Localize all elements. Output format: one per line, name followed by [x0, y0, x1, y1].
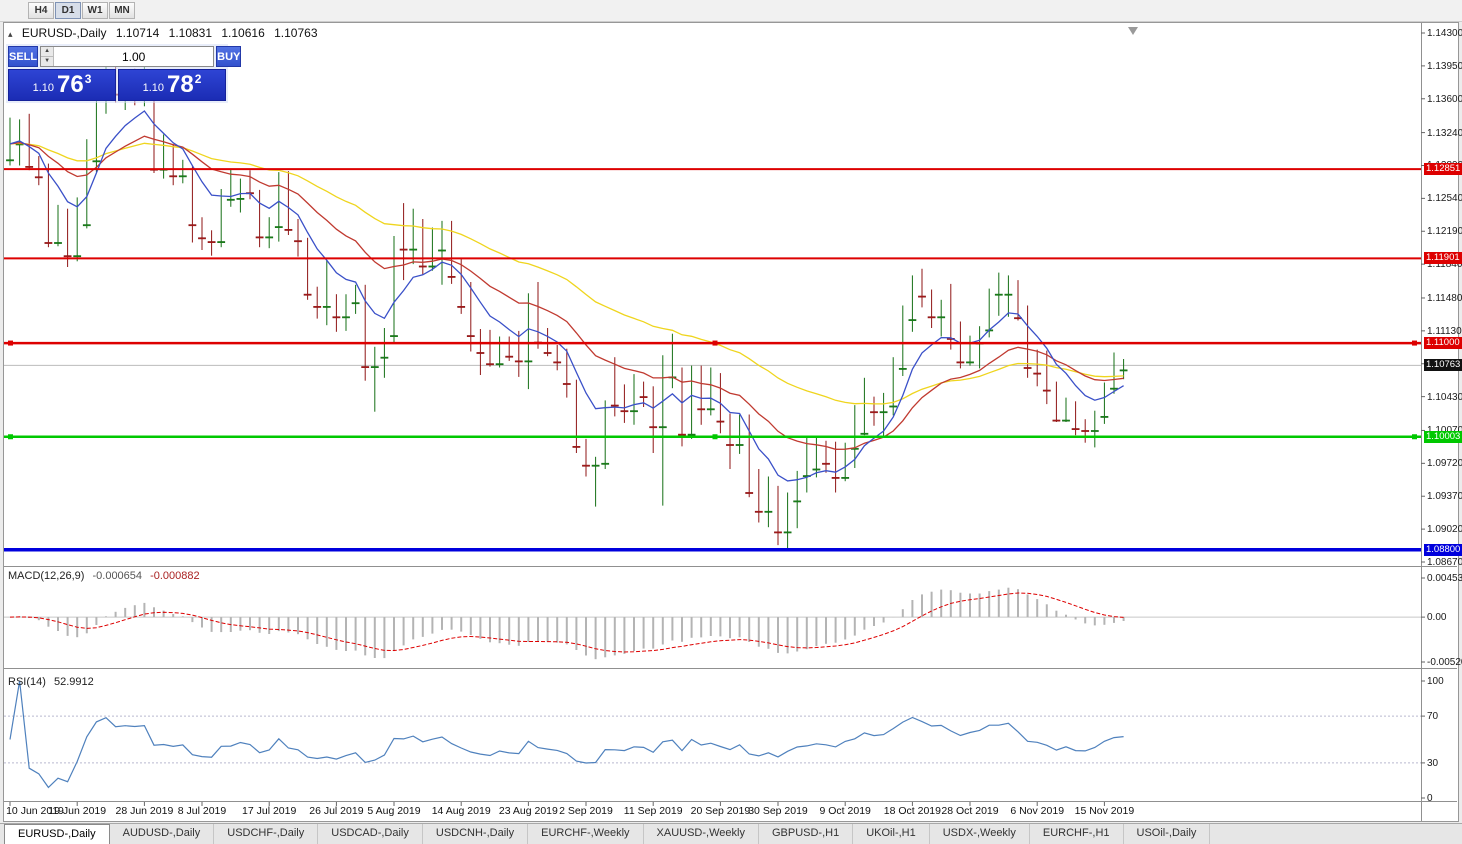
- ask-big-figure: 1.10: [142, 82, 165, 94]
- price-line-badge: 1.10003: [1424, 430, 1462, 443]
- macd-axis-label: -0.0052051: [1427, 657, 1462, 668]
- chart-symbol-label: EURUSD-,Daily: [21, 26, 107, 40]
- one-click-toggle-icon[interactable]: ▴: [8, 29, 13, 39]
- price-line-badge: 1.11000: [1424, 337, 1462, 350]
- ask-price-display[interactable]: 1.10 78 2: [118, 69, 226, 101]
- chart-tabs-bar: EURUSD-,Daily AUDUSD-,Daily USDCHF-,Daily U…: [0, 823, 1462, 844]
- sell-button[interactable]: SELL: [8, 46, 39, 67]
- chart-tab-usdchf-daily[interactable]: USDCHF-,Daily: [214, 824, 319, 844]
- chart-tab-usdx-weekly[interactable]: USDX-,Weekly: [930, 824, 1030, 844]
- price-line-badge: 1.11901: [1424, 252, 1462, 265]
- chart-tab-eurchf-weekly[interactable]: EURCHF-,Weekly: [528, 824, 644, 844]
- price-axis-label: 1.09720: [1427, 458, 1462, 470]
- price-line-badge: 1.12851: [1424, 163, 1462, 176]
- bid-price-display[interactable]: 1.10 76 3: [8, 69, 116, 101]
- chart-low-value: 1.10616: [221, 26, 265, 40]
- lot-stepper: ▲ ▼: [41, 47, 55, 66]
- lot-size-field: ▲ ▼: [40, 46, 215, 67]
- chart-high-value: 1.10831: [168, 26, 213, 40]
- chart-open-value: 1.10714: [115, 26, 160, 40]
- price-axis-label: 1.14300: [1427, 28, 1462, 39]
- lot-size-input[interactable]: [54, 47, 214, 66]
- chart-tab-usoil-daily[interactable]: USOil-,Daily: [1124, 824, 1211, 844]
- rsi-axis-label: 100: [1427, 676, 1444, 687]
- price-axis[interactable]: 1.143001.139501.136001.132401.128901.125…: [1424, 0, 1462, 844]
- price-axis-label: 1.12190: [1427, 226, 1462, 238]
- macd-name: MACD(12,26,9): [8, 570, 85, 582]
- chart-window: [3, 22, 1459, 822]
- chart-close-value: 1.10763: [274, 26, 318, 40]
- buy-button[interactable]: BUY: [216, 46, 242, 67]
- lot-decrease-icon[interactable]: ▼: [41, 57, 54, 66]
- price-axis-label: 1.10430: [1427, 391, 1462, 403]
- rsi-axis-label: 0: [1427, 793, 1433, 804]
- price-axis-label: 1.12540: [1427, 193, 1462, 205]
- chart-tab-ukoil-h1[interactable]: UKOil-,H1: [853, 824, 930, 844]
- price-axis-label: 1.09020: [1427, 524, 1462, 536]
- chart-tab-usdcad-daily[interactable]: USDCAD-,Daily: [318, 824, 423, 844]
- chart-tab-xauusd-weekly[interactable]: XAUUSD-,Weekly: [644, 824, 759, 844]
- bid-big-figure: 1.10: [32, 82, 55, 94]
- rsi-indicator-label: RSI(14) 52.9912: [8, 676, 99, 688]
- chart-tab-usdcnh-daily[interactable]: USDCNH-,Daily: [423, 824, 529, 844]
- price-line-badge: 1.08800: [1424, 543, 1462, 556]
- rsi-axis-label: 70: [1427, 711, 1439, 723]
- rsi-name: RSI(14): [8, 676, 46, 688]
- price-axis-label: 1.13240: [1427, 127, 1462, 139]
- timeframe-toolbar: H4 D1 W1 MN: [0, 0, 1462, 22]
- price-axis-label: 1.08670: [1427, 557, 1462, 568]
- chart-tab-gbpusd-h1[interactable]: GBPUSD-,H1: [759, 824, 854, 844]
- price-axis-label: 1.09370: [1427, 491, 1462, 503]
- bid-point: 3: [84, 72, 92, 86]
- macd-axis-label: 0.00: [1427, 612, 1447, 624]
- timeframe-button-d1[interactable]: D1: [55, 2, 81, 19]
- chart-tab-audusd-daily[interactable]: AUDUSD-,Daily: [110, 824, 215, 844]
- chart-tab-eurchf-h1[interactable]: EURCHF-,H1: [1030, 824, 1124, 844]
- macd-axis-label: 0.0045361: [1427, 573, 1462, 584]
- ask-pips: 78: [167, 71, 194, 98]
- current-price-badge: 1.10763: [1424, 359, 1462, 372]
- bid-pips: 76: [57, 71, 84, 98]
- timeframe-buttons: H4 D1 W1 MN: [28, 2, 136, 19]
- macd-indicator-label: MACD(12,26,9) -0.000654 -0.000882: [8, 570, 205, 582]
- timeframe-button-h4[interactable]: H4: [28, 2, 54, 19]
- macd-signal-value: -0.000882: [150, 570, 200, 582]
- chart-tab-eurusd-daily[interactable]: EURUSD-,Daily: [4, 824, 110, 844]
- rsi-value: 52.9912: [53, 676, 94, 688]
- timeframe-button-w1[interactable]: W1: [82, 2, 108, 19]
- trade-panel-controls-row: SELL ▲ ▼ BUY: [8, 46, 242, 67]
- price-axis-label: 1.11840: [1427, 259, 1462, 271]
- trade-panel-quotes-row: 1.10 76 3 1.10 78 2: [8, 69, 226, 101]
- price-axis-label: 1.11480: [1427, 292, 1462, 304]
- timeframe-button-mn[interactable]: MN: [109, 2, 135, 19]
- chart-title: ▴ EURUSD-,Daily 1.10714 1.10831 1.10616 …: [8, 26, 324, 40]
- macd-main-value: -0.000654: [92, 570, 143, 582]
- rsi-axis-label: 30: [1427, 757, 1439, 769]
- ask-point: 2: [194, 72, 202, 86]
- price-axis-label: 1.11130: [1427, 325, 1462, 337]
- price-axis-label: 1.13600: [1427, 93, 1462, 105]
- lot-increase-icon[interactable]: ▲: [41, 47, 54, 57]
- price-axis-label: 1.13950: [1427, 60, 1462, 72]
